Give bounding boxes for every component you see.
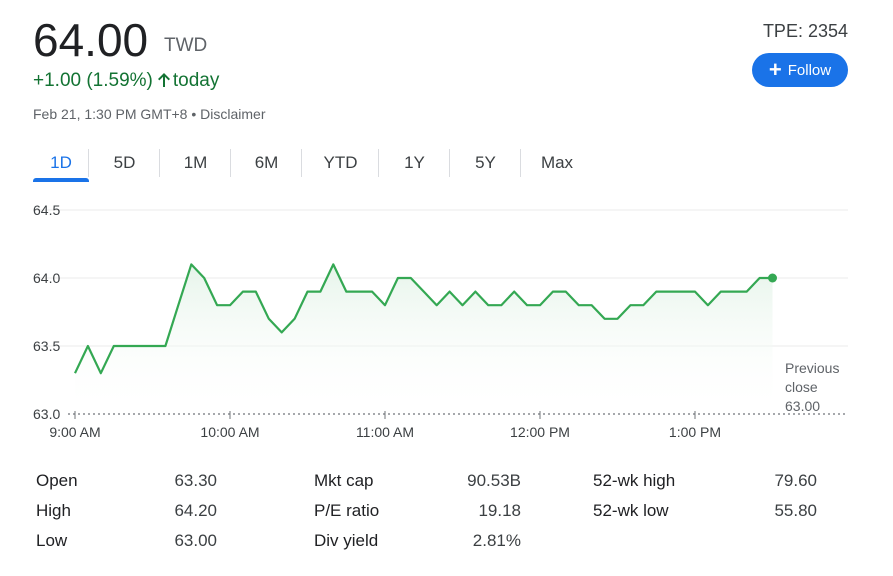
tab-5y[interactable]: 5Y (450, 145, 521, 181)
y-tick-label: 63.5 (33, 338, 60, 354)
y-tick-label: 64.5 (33, 202, 60, 218)
stats-column-2: Mkt cap 90.53B P/E ratio 19.18 Div yield 2.… (314, 466, 521, 556)
stat-pe-ratio: P/E ratio 19.18 (314, 496, 521, 526)
stat-value: 79.60 (774, 471, 817, 490)
stat-value: 55.80 (774, 501, 817, 520)
x-tick-label: 12:00 PM (510, 424, 570, 440)
arrow-up-icon (157, 72, 171, 94)
stat-label: Mkt cap (314, 471, 374, 490)
meta-separator: • (191, 106, 197, 122)
x-axis: 9:00 AM 10:00 AM 11:00 AM 12:00 PM 1:00 PM (49, 411, 721, 440)
stat-value: 2.81% (472, 531, 521, 550)
stat-value: 64.20 (174, 501, 217, 520)
price-change: +1.00 (1.59%) today (33, 70, 219, 94)
range-tabs: 1D 5D 1M 6M YTD 1Y 5Y Max (33, 145, 593, 182)
price-line (74, 263, 773, 375)
stat-value: 63.00 (174, 531, 217, 550)
currency-label: TWD (164, 35, 208, 56)
tab-5d[interactable]: 5D (89, 145, 160, 181)
stat-value: 19.18 (478, 501, 521, 520)
tab-ytd[interactable]: YTD (302, 145, 379, 181)
x-tick-label: 9:00 AM (49, 424, 100, 440)
plus-icon: + (768, 57, 782, 82)
stock-price: 64.00 (33, 14, 149, 66)
stat-value: 90.53B (467, 471, 521, 490)
y-tick-label: 64.0 (33, 270, 60, 286)
stat-label: High (36, 501, 71, 520)
stat-value: 63.30 (174, 471, 217, 490)
quote-meta: Feb 21, 1:30 PM GMT+8 • Disclaimer (33, 106, 266, 122)
stat-52wk-low: 52-wk low 55.80 (593, 496, 817, 526)
previous-close-value: 63.00 (785, 398, 820, 414)
ticker-symbol: TPE: 2354 (762, 21, 848, 41)
stat-low: Low 63.00 (36, 526, 217, 556)
stat-high: High 64.20 (36, 496, 217, 526)
stat-52wk-high: 52-wk high 79.60 (593, 466, 817, 496)
stat-label: Low (36, 531, 68, 550)
stat-label: 52-wk low (593, 501, 669, 520)
tab-6m[interactable]: 6M (231, 145, 302, 181)
current-price-dot (768, 273, 777, 283)
stat-label: Div yield (314, 531, 379, 550)
previous-close-line2: close (785, 379, 818, 395)
previous-close-label: Previous close 63.00 (785, 360, 843, 414)
key-stats: Open 63.30 High 64.20 Low 63.00 Mkt cap 90.5… (36, 466, 856, 556)
y-axis: 64.5 64.0 63.5 63.0 (33, 202, 60, 422)
tab-1m[interactable]: 1M (160, 145, 231, 181)
previous-close-line1: Previous (785, 360, 839, 376)
timestamp: Feb 21, 1:30 PM GMT+8 (33, 106, 188, 122)
stats-column-3: 52-wk high 79.60 52-wk low 55.80 (593, 466, 817, 526)
change-value: +1.00 (1.59%) (33, 70, 153, 91)
change-suffix: today (172, 70, 220, 91)
x-tick-label: 11:00 AM (356, 424, 414, 440)
stat-label: P/E ratio (314, 501, 380, 520)
stat-label: 52-wk high (593, 471, 676, 490)
x-tick-label: 1:00 PM (669, 424, 721, 440)
x-tick-label: 10:00 AM (200, 424, 259, 440)
tab-1y[interactable]: 1Y (379, 145, 450, 181)
price-area (75, 264, 773, 414)
follow-label: Follow (787, 61, 832, 79)
disclaimer-link[interactable]: Disclaimer (200, 106, 266, 122)
stat-div-yield: Div yield 2.81% (314, 526, 521, 556)
stat-open: Open 63.30 (36, 466, 217, 496)
price-chart[interactable]: 64.5 64.0 63.5 63.0 9:00 AM 10:00 AM 11:00 AM… (0, 195, 893, 445)
stat-mkt-cap: Mkt cap 90.53B (314, 466, 521, 496)
stats-column-1: Open 63.30 High 64.20 Low 63.00 (36, 466, 217, 556)
tab-1d[interactable]: 1D (33, 145, 89, 182)
tab-max[interactable]: Max (540, 153, 574, 172)
follow-button[interactable]: + Follow (752, 53, 848, 87)
stat-label: Open (36, 471, 78, 490)
y-tick-label: 63.0 (33, 406, 60, 422)
